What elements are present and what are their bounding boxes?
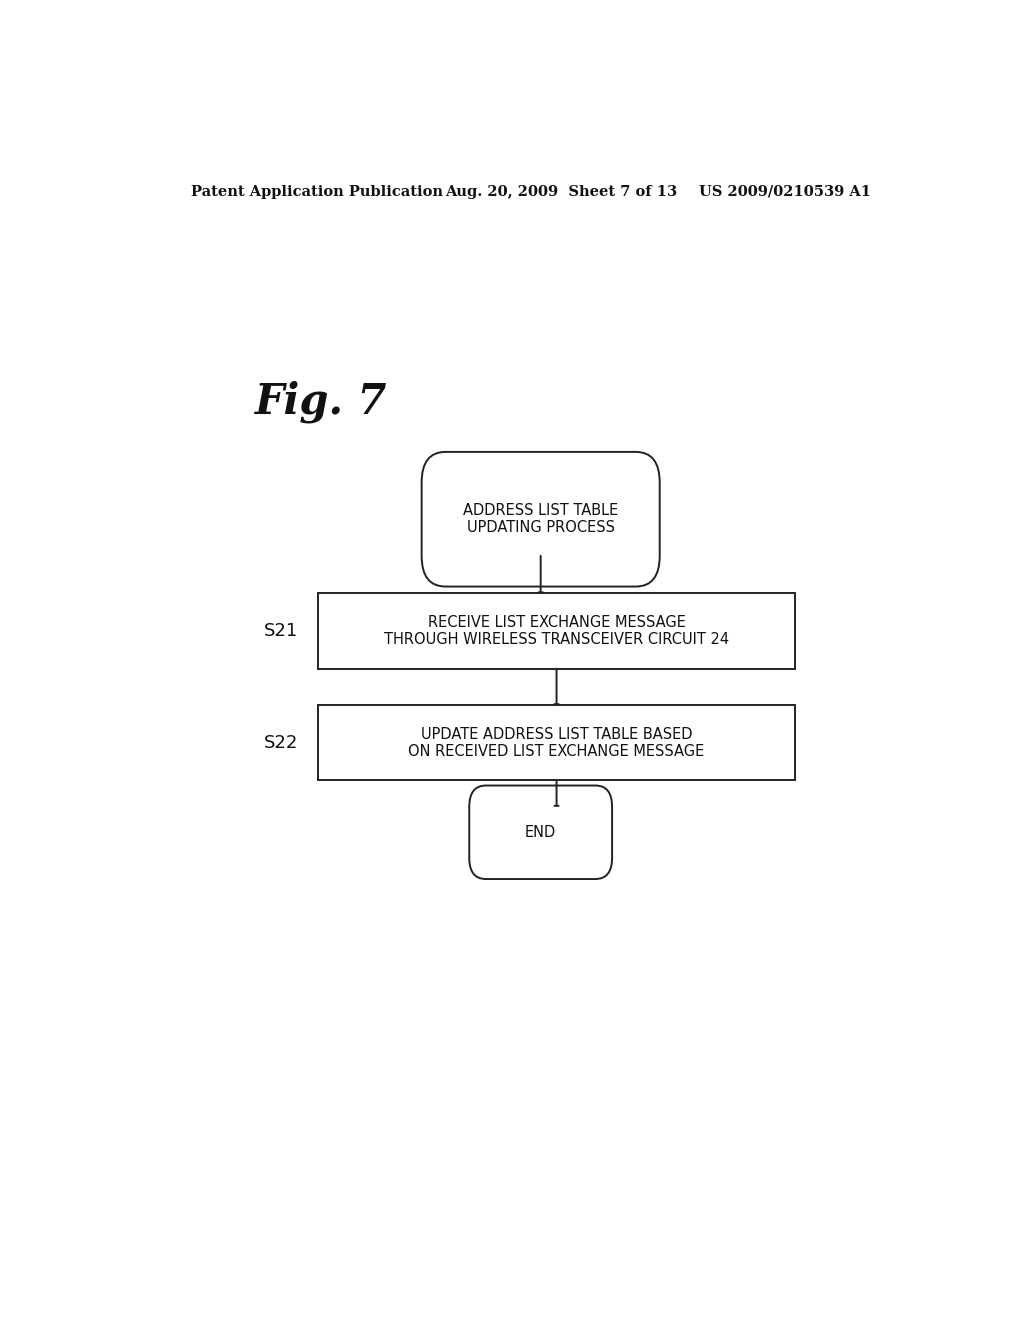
Text: END: END — [525, 825, 556, 840]
Bar — [318, 705, 795, 780]
Text: RECEIVE LIST EXCHANGE MESSAGE
THROUGH WIRELESS TRANSCEIVER CIRCUIT 24: RECEIVE LIST EXCHANGE MESSAGE THROUGH WI… — [384, 615, 729, 647]
Text: UPDATE ADDRESS LIST TABLE BASED
ON RECEIVED LIST EXCHANGE MESSAGE: UPDATE ADDRESS LIST TABLE BASED ON RECEI… — [409, 726, 705, 759]
FancyBboxPatch shape — [469, 785, 612, 879]
Text: S21: S21 — [264, 622, 299, 640]
Text: US 2009/0210539 A1: US 2009/0210539 A1 — [699, 185, 871, 199]
Text: S22: S22 — [264, 734, 299, 752]
Text: Fig. 7: Fig. 7 — [255, 380, 387, 422]
Text: Patent Application Publication: Patent Application Publication — [191, 185, 443, 199]
Bar — [318, 594, 795, 669]
FancyBboxPatch shape — [422, 451, 659, 586]
Text: ADDRESS LIST TABLE
UPDATING PROCESS: ADDRESS LIST TABLE UPDATING PROCESS — [463, 503, 618, 536]
Text: Aug. 20, 2009  Sheet 7 of 13: Aug. 20, 2009 Sheet 7 of 13 — [445, 185, 678, 199]
